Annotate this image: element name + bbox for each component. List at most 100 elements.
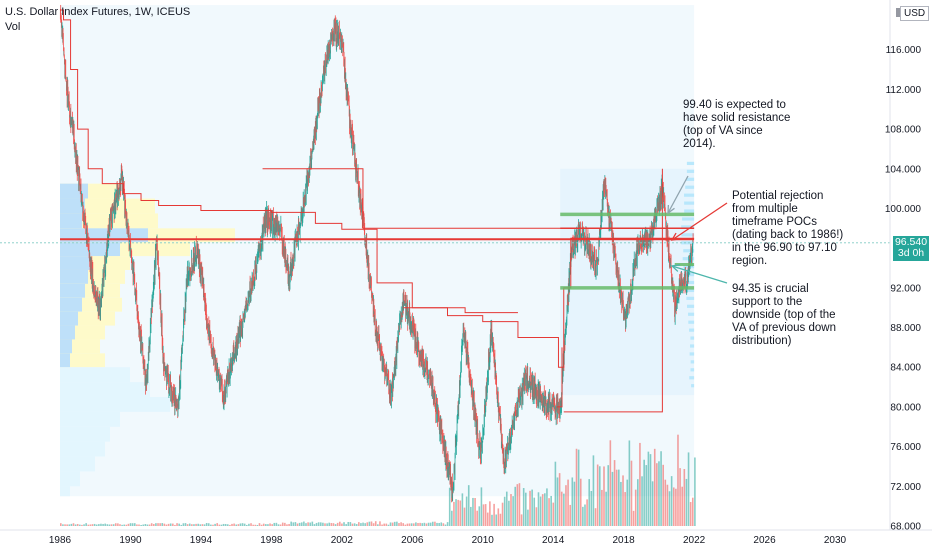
volume-bar xyxy=(239,523,242,526)
volume-bar xyxy=(389,522,392,526)
volume-bar xyxy=(385,523,388,526)
x-tick-label: 2006 xyxy=(401,535,424,546)
volume-bar xyxy=(62,524,64,526)
volume-bar xyxy=(133,523,136,526)
volume-bar xyxy=(381,524,383,526)
volume-bar xyxy=(269,523,271,526)
profile-bar-20 xyxy=(60,471,80,487)
profile-bar-2014 xyxy=(685,185,695,189)
volume-bar xyxy=(309,522,312,526)
volume-bar xyxy=(592,455,595,526)
volume-bar xyxy=(626,479,629,526)
volume-bar xyxy=(643,459,645,526)
profile-bar-2014 xyxy=(689,328,695,332)
volume-bar xyxy=(565,485,567,526)
volume-bar xyxy=(412,523,415,526)
volume-bar xyxy=(563,493,565,526)
volume-bar xyxy=(539,496,542,526)
volume-bar xyxy=(554,461,557,526)
volume-bar xyxy=(275,522,278,526)
volume-bar xyxy=(199,524,202,526)
x-tick-label: 1986 xyxy=(49,535,72,546)
volume-bar xyxy=(675,488,677,526)
currency-selector[interactable]: USD xyxy=(900,6,930,21)
volume-bar xyxy=(146,524,149,526)
volume-bar xyxy=(87,524,90,526)
profile-va-bar-2 xyxy=(60,213,82,229)
volume-bar xyxy=(520,514,523,526)
profile-bar-16 xyxy=(60,411,120,427)
profile-bar-2014 xyxy=(689,352,695,356)
volume-bar xyxy=(474,498,476,526)
x-tick-label: 2002 xyxy=(331,535,354,546)
volume-bar xyxy=(448,487,451,526)
y-tick-label: 84.000 xyxy=(890,363,921,374)
profile-bar-2014 xyxy=(681,225,695,229)
volume-bar xyxy=(467,485,470,526)
volume-bar xyxy=(632,510,635,526)
volume-bar xyxy=(341,523,343,526)
volume-bar xyxy=(537,492,540,526)
volume-bar xyxy=(391,522,394,526)
profile-va-bar-11 xyxy=(60,339,72,354)
volume-bar xyxy=(89,524,92,526)
volume-bar xyxy=(182,523,185,526)
arrow-support-head xyxy=(670,264,681,272)
volume-bar xyxy=(525,492,527,526)
volume-bar xyxy=(102,523,104,526)
volume-bar xyxy=(104,523,106,526)
volume-bar xyxy=(620,481,622,526)
volume-bar xyxy=(672,487,675,526)
volume-bar xyxy=(161,523,164,526)
y-tick-label: 80.000 xyxy=(890,402,921,413)
volume-bar xyxy=(286,524,288,526)
volume-bar xyxy=(267,524,269,526)
lock-icon[interactable] xyxy=(896,8,900,17)
volume-bar xyxy=(224,523,227,526)
volume-bar xyxy=(372,523,375,526)
volume-bar xyxy=(355,524,358,526)
volume-bar xyxy=(235,524,238,526)
volume-bar xyxy=(482,504,485,526)
volume-bar xyxy=(343,522,345,526)
volume-bar xyxy=(66,524,68,526)
profile-bar-2014 xyxy=(690,336,695,340)
volume-bar xyxy=(505,491,508,526)
volume-bar xyxy=(305,523,307,526)
volume-indicator-label[interactable]: Vol xyxy=(5,21,21,33)
profile-bar-18 xyxy=(60,441,105,457)
volume-bar xyxy=(546,488,548,526)
volume-bar xyxy=(193,524,195,526)
profile-va-bar-7 xyxy=(60,283,85,298)
volume-bar xyxy=(98,524,100,526)
volume-bar xyxy=(248,523,250,526)
volume-bar xyxy=(368,521,371,526)
volume-bar xyxy=(522,488,525,526)
volume-bar xyxy=(658,461,660,526)
volume-bar xyxy=(91,524,94,526)
volume-bar xyxy=(641,476,643,526)
volume-bar xyxy=(214,523,216,526)
volume-bar xyxy=(144,524,147,526)
annotation-poc: Potential rejection from multiple timefr… xyxy=(732,190,844,267)
volume-bar xyxy=(647,451,650,526)
volume-bar xyxy=(651,481,654,526)
volume-bar xyxy=(332,523,335,526)
volume-bar xyxy=(548,498,550,526)
volume-bar xyxy=(434,521,436,526)
profile-bar-2014 xyxy=(681,233,695,237)
volume-bar xyxy=(292,522,295,526)
profile-bar-2014 xyxy=(690,368,695,372)
volume-bar xyxy=(491,514,493,526)
volume-bar xyxy=(584,504,586,526)
volume-bar xyxy=(442,523,445,526)
profile-va-bar-0 xyxy=(60,183,88,199)
volume-bar xyxy=(317,522,320,526)
chart-title[interactable]: U.S. Dollar Index Futures, 1W, ICEUS xyxy=(5,6,191,18)
x-tick-label: 2014 xyxy=(542,535,565,546)
volume-bar xyxy=(167,523,170,526)
volume-bar xyxy=(472,497,474,526)
volume-bar xyxy=(127,523,130,526)
candlestick-series xyxy=(59,4,694,503)
